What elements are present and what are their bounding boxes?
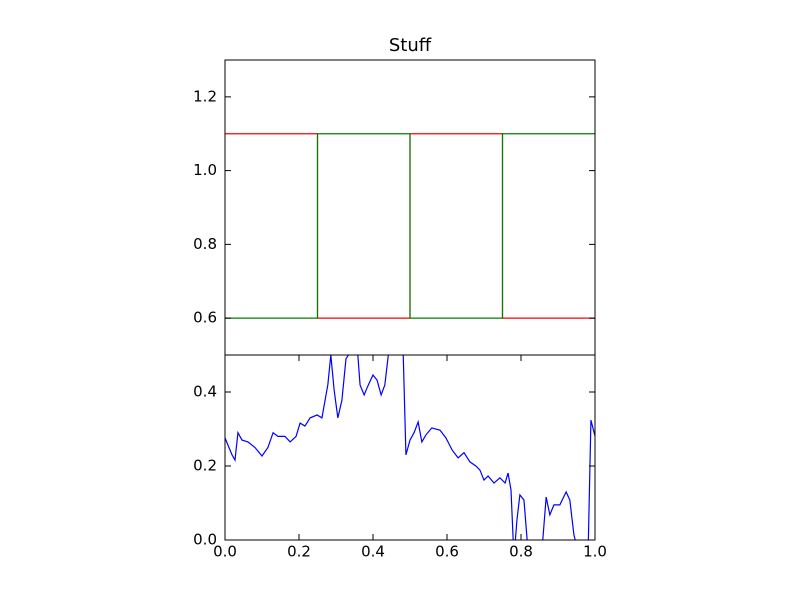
y-tick-label: 0.6: [193, 309, 217, 327]
axes-frame: [224, 354, 596, 541]
line-series: [225, 133, 595, 319]
y-tick-label: 0.0: [193, 531, 217, 549]
x-tick-label: 0.0: [213, 543, 237, 561]
y-tick-label: 0.4: [193, 383, 217, 401]
x-tick-label: 0.6: [435, 543, 459, 561]
y-tick-label: 0.2: [193, 457, 217, 475]
x-tick-label: 0.8: [509, 543, 533, 561]
chart-title: Stuff: [389, 35, 432, 56]
y-tick-label: 0.8: [193, 235, 217, 253]
y-tick-label: 1.2: [193, 87, 217, 105]
x-tick-label: 1.0: [583, 543, 607, 561]
y-tick-label: 1.0: [193, 161, 217, 179]
x-tick-label: 0.4: [361, 543, 385, 561]
x-tick-label: 0.2: [287, 543, 311, 561]
line-series: [225, 355, 595, 540]
